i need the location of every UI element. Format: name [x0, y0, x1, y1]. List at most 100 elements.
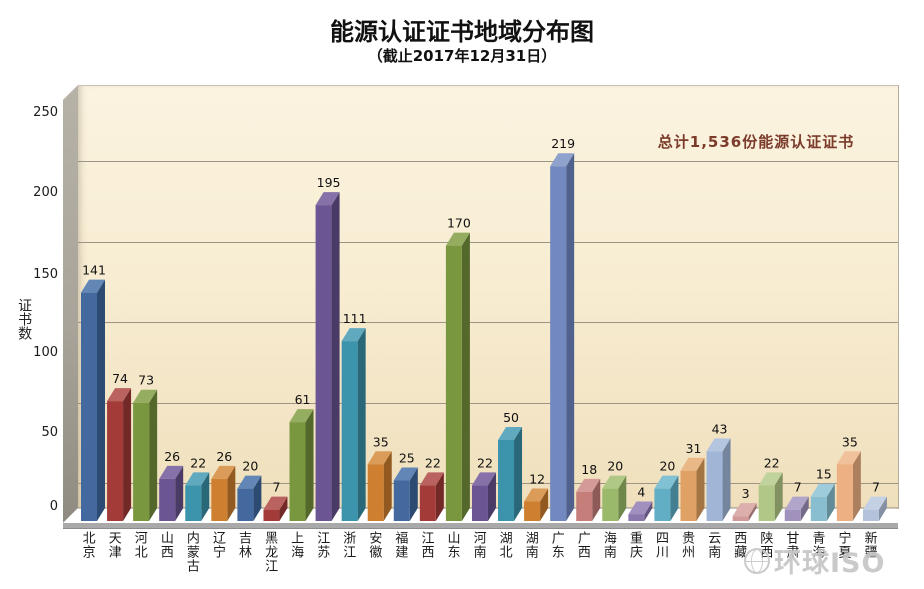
- value-label-吉林: 20: [242, 459, 258, 474]
- value-label-辽宁: 26: [216, 449, 232, 464]
- y-tick-200: 200: [33, 185, 58, 200]
- bar-北京: [81, 279, 105, 521]
- y-tick-150: 150: [33, 267, 58, 282]
- value-label-浙江: 111: [343, 311, 367, 326]
- chart-title: 能源认证证书地域分布图: [330, 18, 594, 46]
- bar-黑龙江: [263, 496, 288, 521]
- x-label-重庆: 重庆: [626, 531, 642, 559]
- gridline-200: [78, 241, 898, 243]
- bar-江苏: [315, 192, 340, 521]
- bar-湖南: [524, 488, 549, 521]
- bar-吉林: [237, 475, 262, 521]
- value-label-湖南: 12: [529, 472, 545, 487]
- x-label-西藏: 西藏: [731, 531, 747, 559]
- x-label-新疆: 新疆: [861, 531, 877, 559]
- x-label-黑龙江: 黑龙江: [262, 531, 278, 573]
- bar-辽宁: [211, 465, 236, 521]
- y-tick-250: 250: [33, 105, 58, 120]
- bar-广东: [550, 153, 575, 521]
- value-label-黑龙江: 7: [272, 480, 280, 495]
- value-label-青海: 15: [816, 467, 832, 482]
- gridline-100: [78, 402, 898, 404]
- bar-广西: [576, 478, 601, 521]
- value-label-山东: 170: [447, 216, 471, 231]
- value-label-江苏: 195: [317, 175, 341, 190]
- plot-back-wall: [78, 85, 899, 509]
- bar-四川: [654, 475, 679, 521]
- bar-江西: [419, 472, 444, 521]
- value-label-北京: 141: [82, 263, 106, 278]
- value-label-山西: 26: [164, 449, 180, 464]
- bar-新疆: [862, 496, 887, 521]
- x-label-山西: 山西: [157, 531, 173, 559]
- value-label-陕西: 22: [764, 455, 780, 470]
- axis-base-band: [63, 523, 898, 529]
- x-label-北京: 北京: [79, 531, 95, 559]
- bar-河南: [471, 472, 496, 521]
- x-label-甘肃: 甘肃: [783, 531, 799, 559]
- value-label-湖北: 50: [503, 410, 519, 425]
- bar-浙江: [341, 328, 366, 521]
- x-label-四川: 四川: [653, 531, 669, 559]
- bar-青海: [810, 483, 835, 521]
- value-label-河南: 22: [477, 455, 493, 470]
- x-label-青海: 青海: [809, 531, 825, 559]
- bar-贵州: [680, 457, 705, 521]
- x-label-河北: 河北: [131, 531, 147, 559]
- value-label-新疆: 7: [872, 480, 880, 495]
- x-label-江西: 江西: [418, 531, 434, 559]
- total-annotation: 总计1,536份能源认证证书: [657, 133, 855, 151]
- value-label-广东: 219: [551, 136, 575, 151]
- gridline-250: [78, 161, 898, 162]
- value-label-海南: 20: [607, 459, 623, 474]
- x-label-山东: 山东: [444, 531, 460, 559]
- bar-重庆: [628, 501, 653, 521]
- chart-subtitle: （截止2017年12月31日）: [367, 47, 557, 65]
- globe-icon: [744, 547, 770, 574]
- value-label-福建: 25: [399, 451, 415, 466]
- value-label-宁夏: 35: [842, 434, 858, 449]
- x-label-吉林: 吉林: [236, 531, 252, 559]
- value-label-甘肃: 7: [794, 480, 802, 495]
- y-tick-0: 0: [49, 499, 58, 514]
- y-tick-100: 100: [33, 345, 58, 360]
- value-label-重庆: 4: [637, 485, 645, 500]
- x-label-江苏: 江苏: [314, 531, 330, 559]
- bar-湖北: [498, 427, 523, 521]
- x-label-宁夏: 宁夏: [835, 531, 851, 559]
- x-label-湖北: 湖北: [496, 531, 512, 559]
- bar-山东: [445, 232, 470, 521]
- x-label-浙江: 浙江: [340, 531, 356, 559]
- bar-云南: [706, 438, 731, 521]
- y-tick-50: 50: [41, 425, 58, 440]
- value-label-天津: 74: [112, 371, 128, 386]
- value-label-内蒙古: 22: [190, 455, 206, 470]
- bar-天津: [107, 388, 132, 521]
- gridline-150: [78, 322, 898, 323]
- value-label-西藏: 3: [742, 486, 750, 501]
- value-label-四川: 20: [659, 459, 675, 474]
- bar-安徽: [367, 451, 392, 521]
- x-label-内蒙古: 内蒙古: [183, 531, 199, 573]
- bar-福建: [393, 467, 418, 521]
- value-label-上海: 61: [295, 392, 311, 407]
- bar-上海: [289, 409, 314, 521]
- x-label-云南: 云南: [705, 531, 721, 559]
- x-label-河南: 河南: [470, 531, 486, 559]
- x-label-贵州: 贵州: [679, 531, 695, 559]
- bar-宁夏: [836, 451, 861, 521]
- value-label-江西: 22: [425, 455, 441, 470]
- bar-西藏: [732, 503, 757, 521]
- x-label-广西: 广西: [574, 531, 590, 559]
- bar-海南: [602, 475, 627, 521]
- watermark: 环球ISO: [744, 541, 885, 580]
- x-label-湖南: 湖南: [522, 531, 538, 559]
- value-label-贵州: 31: [686, 441, 702, 456]
- bar-陕西: [758, 472, 783, 521]
- bar-河北: [133, 389, 158, 521]
- value-label-广西: 18: [581, 462, 597, 477]
- x-label-广东: 广东: [548, 531, 564, 559]
- plot-left-wall: [63, 85, 78, 523]
